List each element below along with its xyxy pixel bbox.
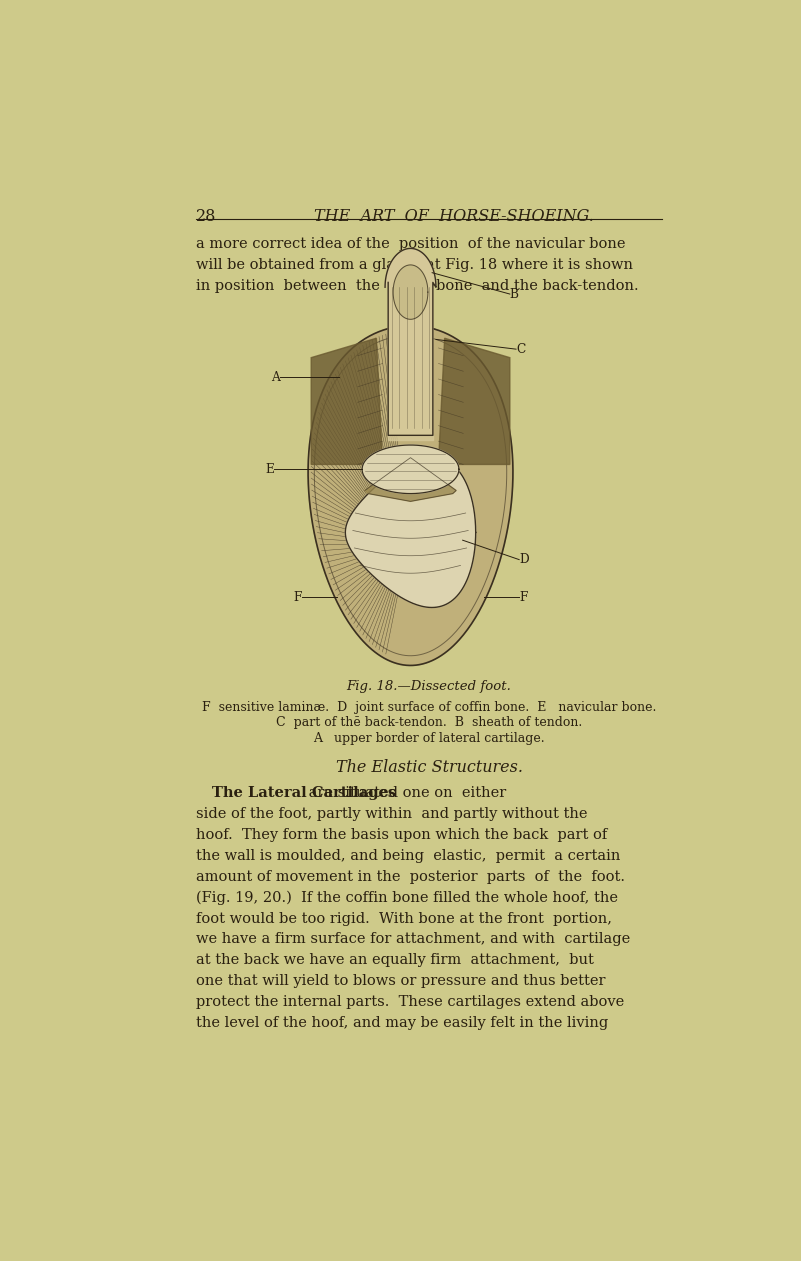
Text: A   upper border of lateral cartilage.: A upper border of lateral cartilage. (313, 731, 545, 745)
Text: we have a firm surface for attachment, and with  cartilage: we have a firm surface for attachment, a… (196, 932, 630, 947)
Text: F  sensitive laminæ.  D  joint surface of coffin bone.  E   navicular bone.: F sensitive laminæ. D joint surface of c… (202, 701, 656, 714)
Text: one that will yield to blows or pressure and thus better: one that will yield to blows or pressure… (196, 975, 606, 989)
Polygon shape (365, 458, 456, 502)
Text: (Fig. 19, 20.)  If the coffin bone filled the whole hoof, the: (Fig. 19, 20.) If the coffin bone filled… (196, 890, 618, 905)
Text: will be obtained from a glance at Fig. 18 where it is shown: will be obtained from a glance at Fig. 1… (196, 257, 634, 271)
Text: F: F (293, 591, 302, 604)
Text: The Lateral Cartilages: The Lateral Cartilages (211, 787, 396, 801)
Text: are situated one on  either: are situated one on either (304, 787, 506, 801)
Polygon shape (393, 265, 428, 319)
Text: Fig. 18.—Dissected foot.: Fig. 18.—Dissected foot. (347, 681, 512, 694)
Polygon shape (308, 325, 513, 666)
Polygon shape (438, 338, 509, 464)
Text: 28: 28 (196, 208, 217, 224)
Text: foot would be too rigid.  With bone at the front  portion,: foot would be too rigid. With bone at th… (196, 912, 612, 926)
Text: E: E (265, 463, 274, 475)
Text: THE  ART  OF  HORSE-SHOEING.: THE ART OF HORSE-SHOEING. (314, 208, 594, 224)
Text: the level of the hoof, and may be easily felt in the living: the level of the hoof, and may be easily… (196, 1016, 609, 1030)
Text: side of the foot, partly within  and partly without the: side of the foot, partly within and part… (196, 807, 588, 821)
Text: the wall is moulded, and being  elastic,  permit  a certain: the wall is moulded, and being elastic, … (196, 849, 621, 863)
Text: in position  between  the  coffin-bone  and the back-tendon.: in position between the coffin-bone and … (196, 279, 639, 293)
Text: C  part of thē back-tendon.  B  sheath of tendon.: C part of thē back-tendon. B sheath of t… (276, 716, 582, 729)
Text: a more correct idea of the  position  of the navicular bone: a more correct idea of the position of t… (196, 237, 626, 251)
Text: hoof.  They form the basis upon which the back  part of: hoof. They form the basis upon which the… (196, 828, 608, 842)
Polygon shape (345, 458, 476, 608)
Text: A: A (272, 371, 280, 383)
Polygon shape (362, 445, 459, 493)
Text: D: D (519, 554, 529, 566)
Polygon shape (311, 338, 383, 464)
Text: amount of movement in the  posterior  parts  of  the  foot.: amount of movement in the posterior part… (196, 870, 626, 884)
Text: The Elastic Structures.: The Elastic Structures. (336, 759, 522, 777)
Text: C: C (516, 343, 525, 356)
Text: F: F (519, 591, 528, 604)
Text: protect the internal parts.  These cartilages extend above: protect the internal parts. These cartil… (196, 995, 625, 1009)
Text: at the back we have an equally firm  attachment,  but: at the back we have an equally firm atta… (196, 953, 594, 967)
Polygon shape (385, 248, 436, 435)
Text: B: B (509, 288, 519, 300)
